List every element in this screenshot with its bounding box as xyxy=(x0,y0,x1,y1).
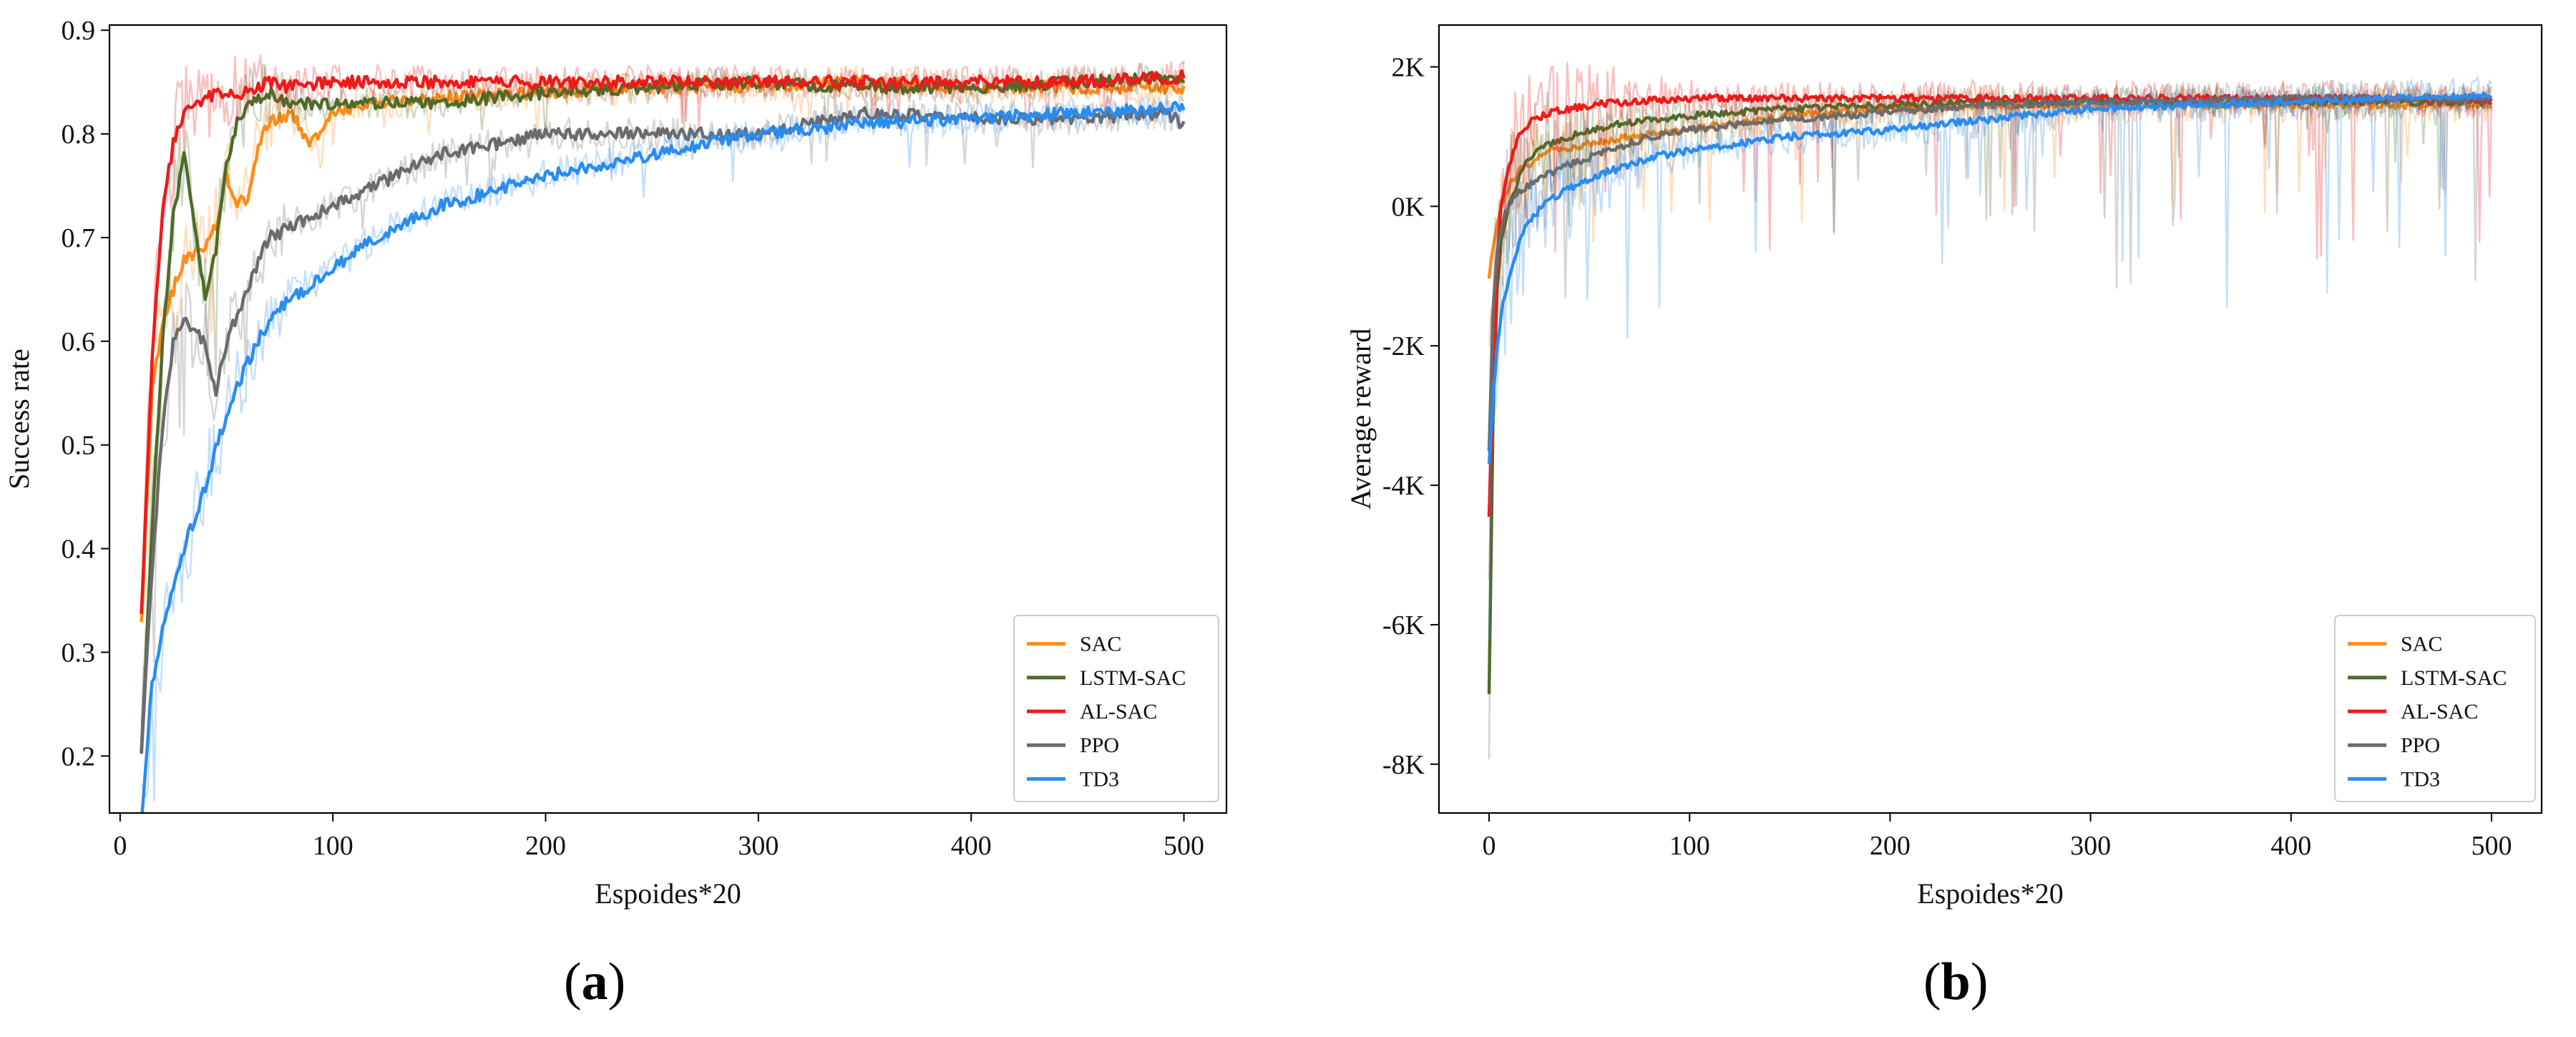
series-raw-td3-b xyxy=(1488,74,2492,640)
y-tick-label-a-7: 0.9 xyxy=(62,16,96,46)
legend-label-sac-a: SAC xyxy=(1080,633,1121,656)
chart-panel-a: 0 100 200 300 400 500 0.2 0.3 0.4 0.5 0.6 0.7 0.8 0.9… xyxy=(3,16,1228,910)
x-tick-label-b-0: 0 xyxy=(1483,831,1496,861)
series-line-al-sac-a xyxy=(140,69,1186,614)
legend-label-td3-b: TD3 xyxy=(2401,767,2440,791)
y-tick-label-a-5: 0.7 xyxy=(62,223,96,253)
y-tick-label-b-5: 2K xyxy=(1392,52,1425,82)
y-tick-label-a-4: 0.6 xyxy=(62,327,96,357)
y-tick-label-a-1: 0.3 xyxy=(62,638,96,668)
legend-label-lstm-sac-b: LSTM-SAC xyxy=(2401,666,2507,690)
legend-box-b xyxy=(2334,615,2536,802)
x-tick-label-b-4: 400 xyxy=(2270,831,2311,861)
legend-box-a xyxy=(1013,615,1219,802)
y-tick-label-b-4: 0K xyxy=(1392,192,1425,222)
y-tick-label-a-3: 0.5 xyxy=(62,431,96,461)
panel-caption-a: (a) xyxy=(564,953,626,1011)
chart-panel-b: 0 100 200 300 400 500 -8K -6K -4K -2K 0K 2K Espoides… xyxy=(1345,24,2543,910)
legend-a: SAC LSTM-SAC AL-SAC PPO TD3 xyxy=(1013,615,1219,802)
y-tick-label-b-0: -8K xyxy=(1382,750,1425,780)
legend-label-ppo-a: PPO xyxy=(1080,734,1119,757)
panel-caption-b-letter: b xyxy=(1941,953,1971,1011)
y-tick-label-a-0: 0.2 xyxy=(62,741,96,771)
y-axis-label-a: Success rate xyxy=(3,349,35,490)
y-axis-label-b: Average reward xyxy=(1345,328,1377,510)
y-tick-label-b-3: -2K xyxy=(1382,331,1425,361)
plot-area-a xyxy=(140,54,1186,813)
series-raw-al-sac-b xyxy=(1488,62,2493,580)
y-tick-label-b-2: -4K xyxy=(1382,471,1425,501)
x-axis-label-b: Espoides*20 xyxy=(1917,877,2063,910)
y-tick-label-a-2: 0.4 xyxy=(62,535,96,565)
x-tick-label-b-2: 200 xyxy=(1870,831,1911,861)
x-axis-label-a: Espoides*20 xyxy=(595,877,741,910)
legend-b: SAC LSTM-SAC AL-SAC PPO TD3 xyxy=(2334,615,2536,802)
legend-label-al-sac-a: AL-SAC xyxy=(1080,700,1157,724)
legend-label-lstm-sac-a: LSTM-SAC xyxy=(1080,666,1186,690)
plot-area-b xyxy=(1487,62,2493,759)
x-tick-label-a-5: 500 xyxy=(1163,831,1204,861)
series-raw-ppo-b xyxy=(1488,79,2493,505)
y-tick-label-b-1: -6K xyxy=(1382,610,1425,641)
x-tick-label-b-5: 500 xyxy=(2471,831,2512,861)
series-line-td3-b xyxy=(1487,91,2492,464)
series-raw-td3-a xyxy=(140,92,1185,802)
legend-label-td3-a: TD3 xyxy=(1080,767,1119,791)
x-tick-label-a-3: 300 xyxy=(738,831,779,861)
legend-label-al-sac-b: AL-SAC xyxy=(2401,700,2478,724)
x-tick-label-b-3: 300 xyxy=(2070,831,2111,861)
series-line-td3-a xyxy=(140,100,1186,813)
x-tick-label-a-2: 200 xyxy=(525,831,566,861)
x-tick-label-b-1: 100 xyxy=(1669,831,1710,861)
axes-frame-a xyxy=(108,24,1228,814)
panel-caption-a-letter: a xyxy=(581,953,608,1011)
x-tick-label-a-0: 0 xyxy=(113,831,127,861)
legend-label-ppo-b: PPO xyxy=(2401,734,2440,757)
x-tick-label-a-1: 100 xyxy=(313,831,353,861)
series-raw-al-sac-a xyxy=(140,54,1184,587)
series-raw-sac-b xyxy=(1488,86,2493,346)
y-tick-label-a-6: 0.8 xyxy=(62,120,96,150)
axes-frame-b xyxy=(1438,24,2543,814)
legend-label-sac-b: SAC xyxy=(2401,633,2442,656)
x-tick-label-a-4: 400 xyxy=(951,831,992,861)
panel-caption-b: (b) xyxy=(1923,953,1989,1011)
